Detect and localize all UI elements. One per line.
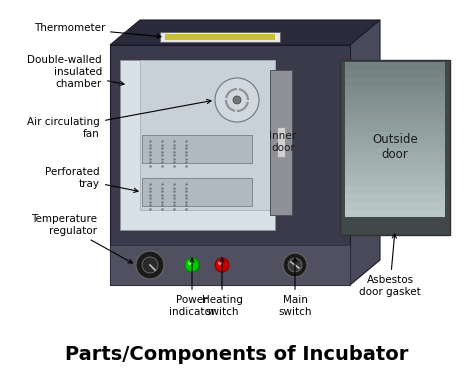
Text: Power
indicator: Power indicator (169, 258, 215, 317)
Text: Heating
switch: Heating switch (201, 258, 242, 317)
Circle shape (288, 258, 302, 272)
Bar (142, 135, 252, 163)
Text: Double-walled
insulated
chamber: Double-walled insulated chamber (27, 55, 124, 89)
Bar (345, 70, 445, 78)
Bar (345, 132, 445, 140)
Circle shape (142, 257, 158, 273)
Bar (142, 178, 252, 206)
Polygon shape (110, 20, 380, 45)
Bar (345, 178, 445, 186)
Bar (345, 163, 445, 171)
Bar (345, 93, 445, 101)
Text: Main
switch: Main switch (278, 258, 312, 317)
Bar (345, 155, 445, 163)
Text: Inner
door: Inner door (270, 131, 297, 153)
Bar (120, 60, 275, 230)
Circle shape (283, 253, 307, 277)
Bar (277, 127, 285, 157)
Bar (345, 124, 445, 132)
Bar (345, 86, 445, 93)
Bar (160, 32, 280, 42)
Circle shape (233, 96, 241, 104)
Text: Temperature
regulator: Temperature regulator (31, 214, 133, 263)
Text: Air circulating
fan: Air circulating fan (27, 99, 211, 139)
Bar (345, 78, 445, 86)
Polygon shape (350, 20, 380, 285)
Bar (340, 60, 450, 235)
Bar (110, 245, 350, 285)
Bar (345, 117, 445, 124)
Bar (345, 194, 445, 202)
Circle shape (185, 258, 199, 272)
Bar (140, 60, 275, 210)
Circle shape (188, 261, 192, 265)
Bar (345, 109, 445, 117)
Bar (345, 209, 445, 217)
Bar (345, 101, 445, 109)
Text: Asbestos
door gasket: Asbestos door gasket (359, 234, 421, 296)
Bar (345, 62, 445, 70)
Circle shape (215, 78, 259, 122)
Bar (270, 70, 292, 215)
Text: Perforated
tray: Perforated tray (46, 167, 138, 193)
Circle shape (218, 261, 222, 265)
Circle shape (136, 251, 164, 279)
Text: Thermometer: Thermometer (34, 23, 161, 38)
Bar (345, 202, 445, 209)
Bar (345, 140, 445, 147)
Bar (345, 171, 445, 178)
Bar (345, 186, 445, 194)
Text: Outside
door: Outside door (372, 133, 418, 161)
Bar (110, 45, 350, 285)
Circle shape (215, 258, 229, 272)
Text: Parts/Components of Incubator: Parts/Components of Incubator (65, 345, 409, 364)
Bar (345, 147, 445, 155)
Bar (165, 34, 275, 40)
